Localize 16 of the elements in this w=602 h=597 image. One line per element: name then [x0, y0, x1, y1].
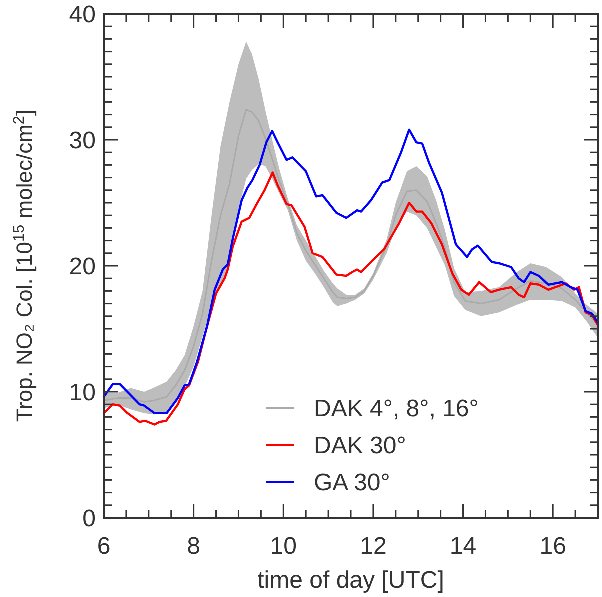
- x-tick-label: 6: [97, 533, 111, 560]
- y-tick-label: 20: [69, 253, 96, 280]
- x-tick-label: 16: [540, 533, 566, 560]
- x-tick-label: 12: [360, 533, 387, 560]
- x-tick-label: 10: [270, 533, 297, 560]
- y-tick-label: 0: [82, 505, 96, 532]
- line-series: [102, 172, 600, 426]
- x-tick-label: 14: [450, 533, 477, 560]
- x-axis-title: time of day [UTC]: [258, 567, 444, 594]
- legend-label: GA 30°: [314, 469, 390, 496]
- x-tick-label: 8: [187, 533, 200, 560]
- y-tick-label: 10: [69, 379, 96, 406]
- legend-label: DAK 4°, 8°, 16°: [314, 395, 479, 422]
- legend-label: DAK 30°: [314, 432, 406, 460]
- y-tick-label: 40: [69, 1, 96, 28]
- y-tick-label: 30: [69, 127, 96, 154]
